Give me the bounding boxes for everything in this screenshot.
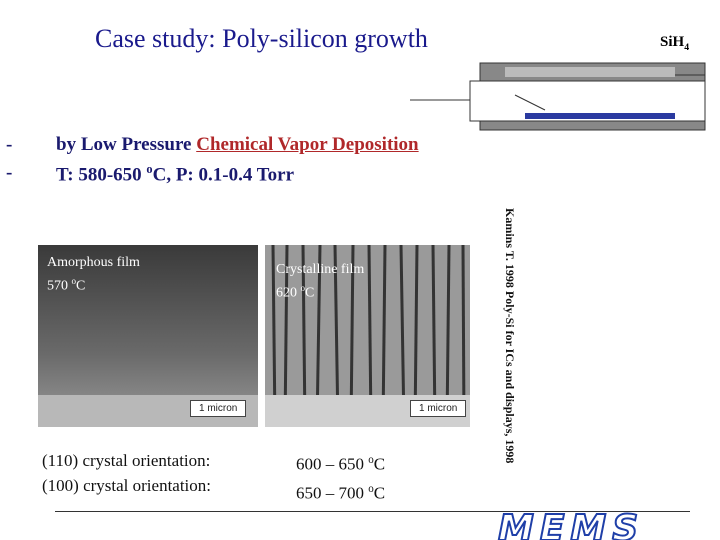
- image-caption: Crystalline film 620 oC: [276, 260, 364, 303]
- footer-rule: [55, 511, 690, 512]
- caption-line: 570 oC: [47, 272, 140, 296]
- caption-line: 620 oC: [276, 279, 364, 303]
- bullet-dash: -: [6, 134, 13, 155]
- caption-line: Amorphous film: [47, 255, 140, 270]
- caption-part: C: [305, 285, 315, 301]
- orientation-label: (110) crystal orientation:: [42, 451, 211, 470]
- temperature-list: 600 – 650 oC 650 – 700 oC: [296, 448, 385, 505]
- orientation-temp: 600 – 650 oC: [296, 448, 385, 477]
- gas-label: SiH4: [660, 34, 689, 53]
- temp-part: C: [373, 454, 386, 474]
- slide-title: Case study: Poly-silicon growth: [95, 24, 428, 53]
- bullet-part: by Low Pressure: [56, 134, 197, 155]
- image-caption: Amorphous film 570 oC: [47, 253, 140, 296]
- orientation-list: (110) crystal orientation: (100) crystal…: [42, 448, 211, 498]
- superscript: o: [71, 276, 77, 286]
- temp-part: 600 – 650: [296, 454, 369, 474]
- superscript: o: [368, 454, 374, 466]
- bullet-text: T: 580-650 oC, P: 0.1-0.4 Torr: [56, 162, 294, 186]
- superscript: o: [368, 482, 374, 495]
- bullet-text: by Low Pressure Chemical Vapor Depositio…: [56, 134, 419, 156]
- citation: Kamins T. 1998 Poly-Si for ICs and displ…: [503, 208, 517, 464]
- caption-part: 570: [47, 278, 72, 294]
- gas-subscript: 4: [684, 42, 690, 53]
- bullet-part: C, P: 0.1-0.4 Torr: [152, 164, 295, 186]
- orientation-label: (100) crystal orientation:: [42, 476, 212, 495]
- temp-part: 650 – 700: [296, 483, 369, 503]
- caption-part: 620: [276, 285, 301, 301]
- superscript: o: [300, 283, 306, 293]
- gas-formula: SiH: [660, 34, 685, 50]
- scale-bar: 1 micron: [190, 400, 247, 417]
- furnace-diagram: [410, 62, 706, 131]
- logo: MEMS: [497, 507, 645, 540]
- scale-bar: 1 micron: [410, 400, 467, 417]
- caption-line: Crystalline film: [276, 262, 365, 277]
- crystalline-image: [265, 245, 470, 427]
- temp-part: C: [373, 483, 386, 503]
- link[interactable]: Chemical Vapor Deposition: [196, 134, 419, 155]
- superscript: o: [146, 162, 153, 176]
- caption-part: C: [76, 278, 86, 294]
- orientation-temp: 650 – 700 oC: [296, 477, 385, 506]
- bullet-dash: -: [6, 162, 13, 183]
- bullet-part: T: 580-650: [56, 164, 147, 186]
